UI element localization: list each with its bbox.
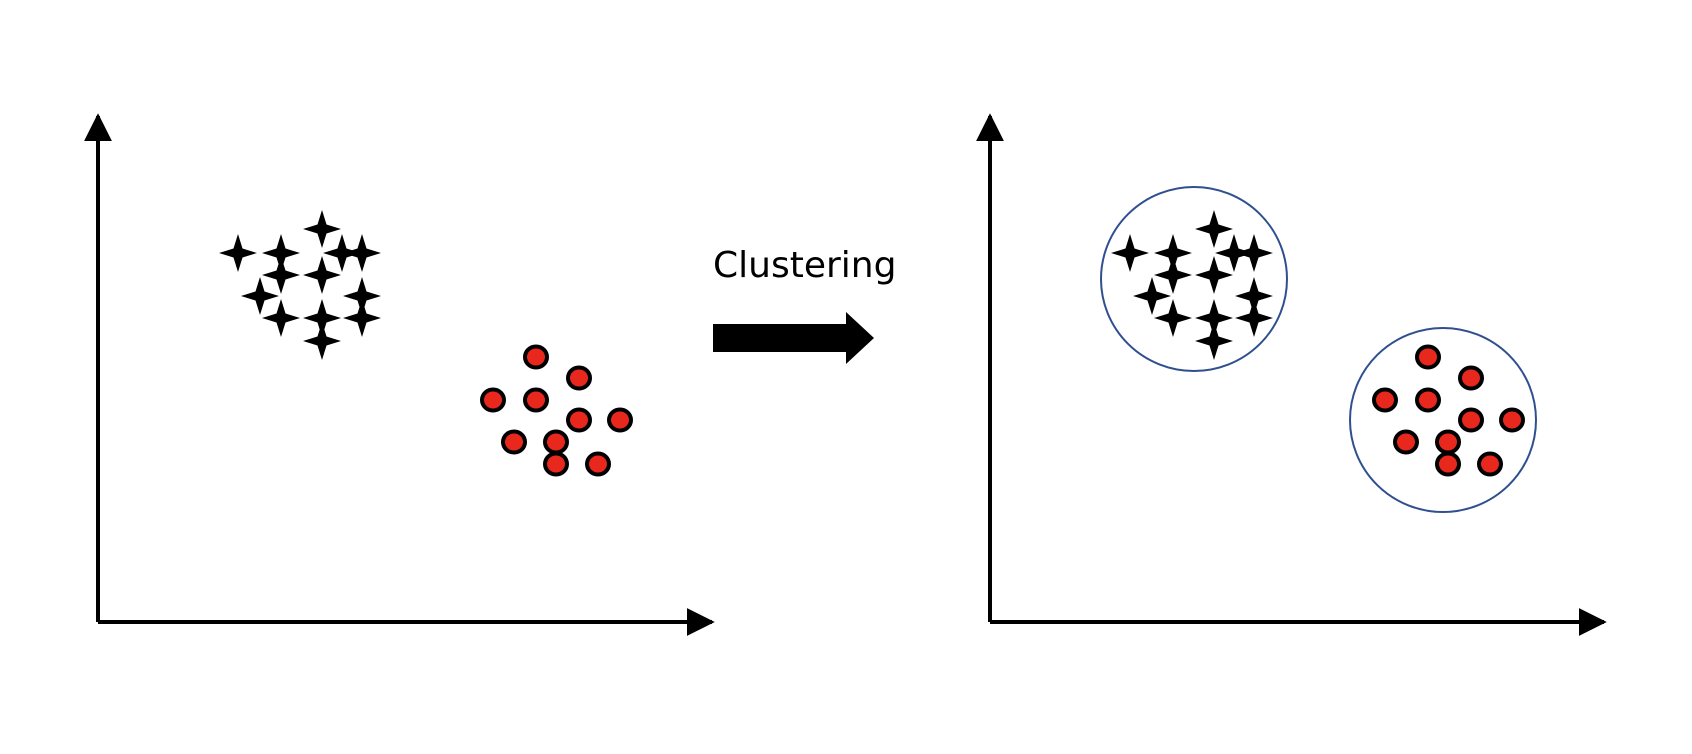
star-marker [343, 234, 381, 272]
star-marker [303, 322, 341, 360]
dot-marker [1415, 387, 1441, 413]
dot-marker [566, 407, 592, 433]
dot-marker [1458, 365, 1484, 391]
star-marker [1133, 277, 1171, 315]
star-group [219, 210, 381, 360]
dot-marker [1499, 407, 1525, 433]
star-marker [1154, 234, 1192, 272]
dot-marker [1393, 429, 1419, 455]
dot-marker [1435, 429, 1461, 455]
dot-marker [1477, 451, 1503, 477]
star-marker [1235, 299, 1273, 337]
dot-marker [566, 365, 592, 391]
star-marker [1195, 210, 1233, 248]
panel-before [84, 113, 715, 636]
star-marker [241, 277, 279, 315]
cluster-outline-stars [1100, 186, 1288, 372]
dot-marker [1435, 451, 1461, 477]
dot-marker [523, 387, 549, 413]
star-marker [1235, 234, 1273, 272]
dot-marker [607, 407, 633, 433]
star-marker [1154, 256, 1192, 294]
dot-marker [523, 344, 549, 370]
star-marker [323, 234, 361, 272]
cluster-outline-dots [1349, 327, 1537, 513]
star-marker [343, 299, 381, 337]
star-marker [1195, 322, 1233, 360]
dot-marker [585, 451, 611, 477]
star-marker [1154, 299, 1192, 337]
star-marker [303, 299, 341, 337]
star-marker [1195, 256, 1233, 294]
star-marker [262, 234, 300, 272]
dot-marker [1458, 407, 1484, 433]
dot-group [1372, 344, 1525, 477]
dot-marker [543, 451, 569, 477]
star-marker [1215, 234, 1253, 272]
star-marker [262, 299, 300, 337]
star-marker [1195, 299, 1233, 337]
transition-arrow [713, 312, 874, 364]
star-marker [343, 277, 381, 315]
dot-marker [543, 429, 569, 455]
dot-group [480, 344, 633, 477]
star-group [1111, 210, 1273, 360]
star-marker [1111, 234, 1149, 272]
dot-marker [501, 429, 527, 455]
star-marker [303, 256, 341, 294]
star-marker [1235, 277, 1273, 315]
star-marker [262, 256, 300, 294]
star-marker [303, 210, 341, 248]
dot-marker [1372, 387, 1398, 413]
star-marker [219, 234, 257, 272]
dot-marker [480, 387, 506, 413]
clustering-transition: Clustering [713, 245, 896, 364]
panel-after [976, 113, 1607, 636]
dot-marker [1415, 344, 1441, 370]
arrow-label: Clustering [713, 245, 896, 286]
